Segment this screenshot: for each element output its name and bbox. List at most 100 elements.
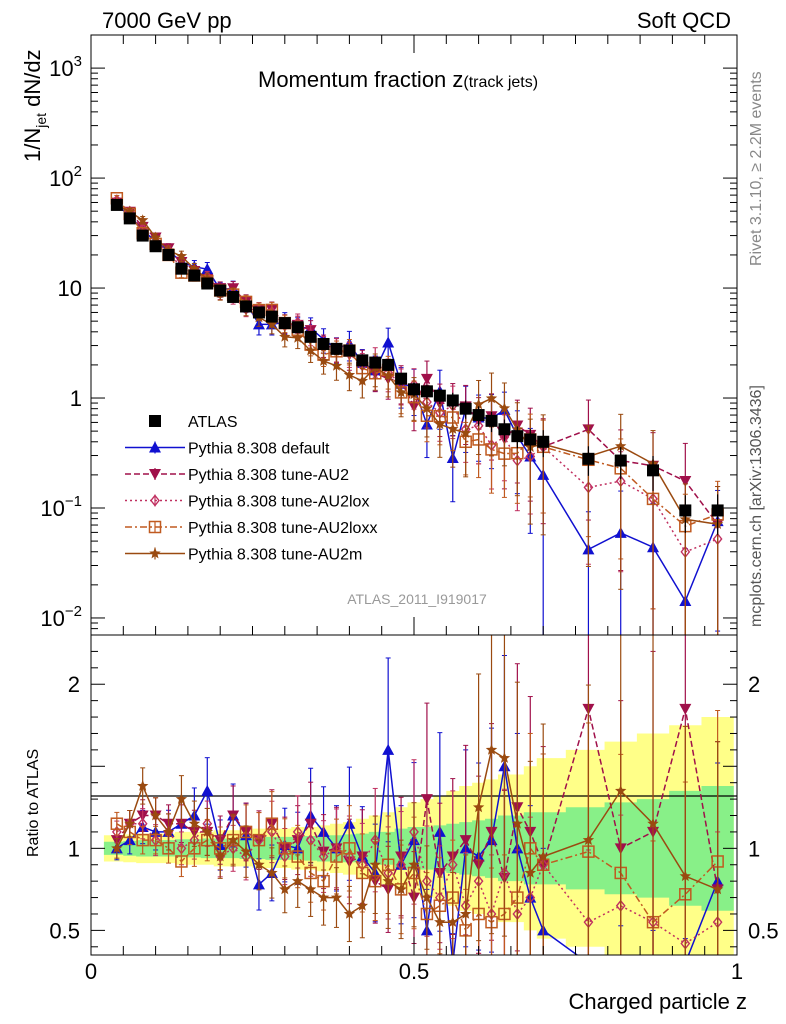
ratio-point: [292, 875, 304, 886]
ratio-point: [343, 842, 356, 855]
x-tick-label: 1: [731, 959, 743, 984]
atlas-point: [252, 306, 265, 319]
ratio-point: [330, 891, 343, 903]
ratio-point: [447, 916, 459, 927]
data-point: [266, 318, 278, 330]
legend-item-au2: Pythia 8.308 tune-AU2: [125, 467, 349, 484]
ratio-point: [201, 825, 213, 837]
atlas-point: [188, 269, 201, 282]
series-atlas: [110, 198, 724, 535]
atlas-point: [433, 389, 446, 402]
ratio-point: [175, 818, 188, 830]
data-point: [679, 476, 692, 488]
ratio-point: [511, 817, 524, 829]
data-point: [472, 398, 485, 410]
atlas-point: [498, 423, 511, 436]
ratio-point: [485, 743, 498, 755]
data-point: [460, 427, 472, 438]
ratio-point: [214, 850, 226, 862]
atlas-point: [291, 321, 304, 334]
ratio-ticks: 0.5 0.5 1 1 2 2: [49, 650, 779, 948]
ratio-point: [317, 891, 330, 903]
atlas-point: [679, 504, 692, 517]
atlas-point: [472, 409, 485, 422]
main-series: [110, 191, 724, 635]
mcplots-label: mcplots.cern.ch [arXiv:1306.3436]: [748, 385, 765, 627]
watermark: ATLAS_2011_I919017: [347, 591, 487, 607]
x-ticks: 0 0.5 1: [85, 35, 743, 984]
data-point: [149, 231, 162, 243]
ratio-point: [279, 883, 291, 895]
ratio-point: [472, 801, 485, 813]
data-point: [420, 373, 433, 385]
atlas-point: [149, 240, 162, 253]
y-tick-base: 10: [40, 496, 64, 521]
y-tick-label: 102: [49, 163, 82, 191]
atlas-point: [711, 504, 724, 517]
legend-item-au2lox: Pythia 8.308 tune-AU2lox: [125, 494, 369, 511]
ratio-point: [459, 835, 472, 847]
y-tick-label: 10−1: [40, 493, 82, 521]
y-tick-exponent: 2: [74, 163, 82, 180]
atlas-point: [408, 383, 420, 396]
data-point: [434, 418, 446, 430]
y-tick-label: 1: [70, 386, 82, 411]
ratio-point: [382, 875, 394, 886]
y-tick-label: 10: [58, 276, 82, 301]
ratio-point: [711, 883, 724, 895]
y-axis-label-a: 1/N: [20, 128, 45, 162]
ratio-point: [421, 891, 433, 903]
legend-marker: [148, 520, 162, 534]
ratio-point: [124, 817, 136, 829]
header-right: Soft QCD: [637, 8, 731, 33]
plot-title: Momentum fraction z(track jets): [258, 67, 538, 92]
ratio-tick-label-left: 0.5: [49, 918, 80, 943]
ratio-point: [149, 809, 162, 821]
atlas-point: [136, 229, 149, 242]
ratio-point: [343, 908, 356, 919]
ratio-point: [111, 842, 123, 854]
legend-marker: [150, 494, 160, 507]
legend-label: Pythia 8.308 tune-AU2loxx: [188, 520, 377, 537]
legend-label: Pythia 8.308 tune-AU2: [188, 467, 349, 484]
atlas-point: [582, 452, 595, 465]
ratio-point: [111, 825, 122, 839]
ratio-tick-label-right: 0.5: [748, 918, 779, 943]
legend-label: Pythia 8.308 default: [188, 441, 330, 458]
ratio-point: [498, 752, 511, 763]
ratio-tick-label-right: 2: [748, 672, 760, 697]
plot-title-z: z: [452, 67, 463, 92]
legend-marker: [149, 415, 161, 427]
ratio-line: [116, 822, 719, 932]
atlas-point: [227, 290, 240, 303]
y-tick-exponent: 3: [74, 53, 82, 70]
y-tick-exponent: −2: [65, 603, 82, 620]
ratio-point: [278, 842, 292, 855]
ratio-point: [330, 850, 343, 863]
atlas-point: [330, 342, 343, 355]
ratio-point: [188, 817, 201, 829]
legend: ATLAS Pythia 8.308 default Pythia 8.308 tu…: [125, 414, 377, 564]
data-point: [498, 402, 511, 414]
y-tick-base: 10: [58, 276, 82, 301]
header-left: 7000 GeV pp: [102, 8, 232, 33]
legend-label: ATLAS: [188, 414, 238, 431]
atlas-point: [123, 212, 136, 225]
ratio-point: [679, 870, 691, 882]
legend-marker: [149, 547, 161, 559]
ratio-panel: 0.5 0.5 1 1 2 2: [49, 634, 779, 956]
atlas-point: [265, 310, 278, 323]
y-tick-base: 1: [70, 386, 82, 411]
main-panel: Momentum fraction z(track jets) ATLAS_20…: [40, 34, 738, 636]
ratio-point: [395, 883, 407, 895]
atlas-point: [356, 354, 369, 367]
rivet-label: Rivet 3.1.10, ≥ 2.2M events: [748, 71, 765, 266]
ratio-point: [304, 883, 317, 895]
ratio-point: [175, 793, 188, 804]
atlas-point: [420, 385, 433, 398]
data-point: [137, 214, 149, 226]
x-tick-label: 0: [85, 959, 97, 984]
y-axis-label: 1/Njet dN/dz: [20, 49, 49, 162]
data-point: [615, 440, 627, 452]
